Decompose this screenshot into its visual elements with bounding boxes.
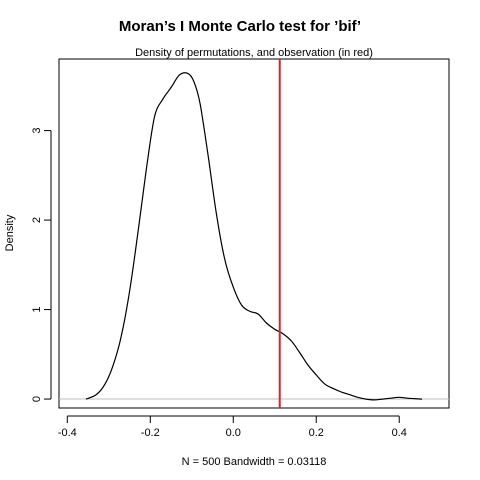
x-axis: -0.4 -0.2 0.0 0.2 0.4 (58, 416, 407, 439)
plot-frame (59, 59, 449, 408)
y-tick-label: 2 (31, 217, 43, 223)
x-tick-label: -0.2 (141, 427, 160, 439)
x-tick-label: 0.4 (392, 427, 407, 439)
x-tick-label: 0.0 (226, 427, 241, 439)
x-tick-label: 0.2 (309, 427, 324, 439)
density-curve (86, 73, 422, 400)
y-tick-label: 1 (31, 307, 43, 313)
chart-subtitle: Density of permutations, and observation… (135, 47, 373, 59)
y-axis: 0 1 2 3 (31, 128, 51, 403)
y-axis-label: Density (4, 214, 16, 251)
y-tick-label: 0 (31, 396, 43, 402)
y-tick-label: 3 (31, 128, 43, 134)
chart-title: Moran’s I Monte Carlo test for ’bif’ (119, 18, 361, 35)
x-tick-label: -0.4 (58, 427, 77, 439)
x-axis-label: N = 500 Bandwidth = 0.03118 (182, 456, 327, 468)
